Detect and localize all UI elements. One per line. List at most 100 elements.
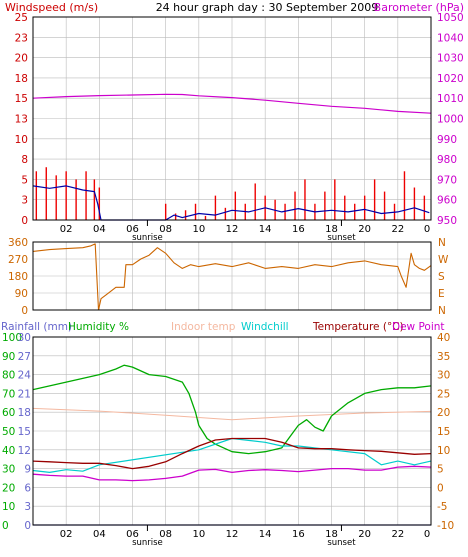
humidity-tick-label: 60 (2, 407, 15, 419)
humidity-tick-label: 30 (2, 464, 15, 476)
indoor-temp-line (32, 407, 432, 421)
windspeed-tick-label: 3 (21, 195, 28, 207)
direction-compass-tick-label: E (438, 288, 445, 300)
barometer-line (32, 93, 432, 114)
x-tick-label: 14 (259, 529, 272, 540)
temperature-tick-label: 30 (437, 370, 450, 382)
barometer-tick-label: 1000 (437, 114, 464, 126)
rainfall-tick-label: 30 (18, 332, 31, 344)
x-tick-label: 10 (192, 529, 205, 540)
rainfall-tick-label: 15 (18, 426, 31, 438)
windspeed-tick-label: 0 (21, 215, 28, 227)
x-tick-label: 04 (93, 529, 106, 540)
chart-title: 24 hour graph day : 30 September 2009 (156, 1, 379, 14)
wind-panel-ticks: 0 3 5 8 10 13 15 18 20 23 25 950 960 970 980 990 1000 101… (15, 12, 464, 227)
x-tick-label: 02 (60, 529, 73, 540)
x-tick-label: 10 (192, 224, 205, 235)
direction-compass-tick-label: S (438, 271, 445, 283)
direction-panel-grid (33, 242, 431, 310)
wind-panel-x-labels: 02 04 06 08 10 12 14 16 18 20 22 0 sunrise sunset (60, 220, 430, 243)
barometer-axis-title: Barometer (hPa) (374, 1, 464, 14)
x-tick-label: 06 (126, 224, 139, 235)
humidity-tick-label: 40 (2, 445, 15, 457)
indoor-temp-legend-label: Indoor temp (171, 321, 236, 333)
average-wind-line (32, 185, 430, 221)
humidity-tick-label: 90 (2, 351, 15, 363)
barometer-tick-label: 1040 (437, 32, 464, 44)
rainfall-tick-label: 12 (18, 445, 31, 457)
rainfall-tick-label: 18 (18, 407, 31, 419)
barometer-tick-label: 1020 (437, 73, 464, 85)
x-tick-label: 0 (424, 529, 430, 540)
rainfall-tick-label: 3 (24, 501, 31, 513)
temperature-tick-label: 40 (437, 332, 450, 344)
temp-panel-x-labels: 02 04 06 08 10 12 14 16 18 20 22 0 sunrise sunset (60, 525, 430, 548)
barometer-tick-label: 960 (437, 195, 457, 207)
direction-panel-frame (32, 241, 432, 311)
temperature-line (32, 437, 432, 470)
barometer-tick-label: 1010 (437, 93, 464, 105)
windspeed-tick-label: 10 (15, 134, 28, 146)
humidity-tick-label: 0 (2, 520, 9, 532)
temperature-tick-label: 0 (437, 482, 444, 494)
direction-degree-tick-label: 0 (21, 305, 28, 317)
direction-panel-series (32, 243, 432, 311)
x-tick-label: 08 (159, 224, 172, 235)
x-tick-label: 12 (226, 224, 239, 235)
temperature-tick-label: 15 (437, 426, 450, 438)
direction-degree-tick-label: 180 (8, 271, 28, 283)
temp-panel-grid (33, 337, 431, 525)
x-tick-label: 02 (60, 224, 73, 235)
windspeed-tick-label: 15 (15, 93, 28, 105)
temperature-tick-label: -5 (437, 501, 447, 513)
rainfall-legend-label: Rainfall (mm) (1, 321, 72, 333)
direction-degree-tick-label: 270 (8, 254, 28, 266)
rainfall-tick-label: 0 (24, 520, 31, 532)
windchill-legend-label: Windchill (241, 321, 289, 333)
rainfall-tick-label: 21 (18, 388, 31, 400)
wind-panel-series (32, 93, 432, 221)
x-tick-label: 06 (126, 529, 139, 540)
temperature-tick-label: 25 (437, 388, 450, 400)
humidity-tick-label: 80 (2, 370, 15, 382)
x-tick-label: 20 (358, 224, 371, 235)
direction-compass-tick-label: N (438, 237, 446, 249)
direction-compass-tick-label: W (438, 254, 449, 266)
barometer-tick-label: 1050 (437, 12, 464, 24)
wind-direction-line (32, 243, 432, 311)
x-tick-label: 16 (292, 224, 305, 235)
windspeed-tick-label: 20 (15, 53, 28, 65)
x-tick-label: 08 (159, 529, 172, 540)
temperature-legend-label: Temperature (°C) (312, 321, 404, 333)
x-tick-label: 20 (358, 529, 371, 540)
x-tick-label: 14 (259, 224, 272, 235)
x-tick-label: 18 (325, 529, 338, 540)
humidity-tick-label: 10 (2, 501, 15, 513)
x-tick-label: 18 (325, 224, 338, 235)
x-tick-label: 12 (226, 529, 239, 540)
temperature-tick-label: 20 (437, 407, 450, 419)
direction-degree-tick-label: 360 (8, 237, 28, 249)
sunset-label: sunset (327, 233, 356, 243)
humidity-line (32, 364, 432, 455)
dew-point-line (32, 465, 432, 482)
temperature-tick-label: -10 (437, 520, 454, 532)
humidity-tick-label: 20 (2, 482, 15, 494)
rainfall-tick-label: 6 (24, 482, 31, 494)
windspeed-tick-label: 8 (21, 154, 28, 166)
rainfall-tick-label: 9 (24, 464, 31, 476)
sunrise-label: sunrise (132, 233, 163, 243)
temp-panel-frame (32, 336, 432, 526)
barometer-tick-label: 980 (437, 154, 457, 166)
x-tick-label: 16 (292, 529, 305, 540)
temp-panel-ticks: 0102030405060708090100036912151821242730… (2, 332, 454, 532)
x-tick-label: 04 (93, 224, 106, 235)
windspeed-tick-label: 13 (15, 114, 28, 126)
direction-degree-tick-label: 90 (15, 288, 28, 300)
barometer-tick-label: 1030 (437, 53, 464, 65)
temperature-tick-label: 5 (437, 464, 444, 476)
windchill-line (32, 437, 432, 473)
sunset-label: sunset (327, 538, 356, 548)
